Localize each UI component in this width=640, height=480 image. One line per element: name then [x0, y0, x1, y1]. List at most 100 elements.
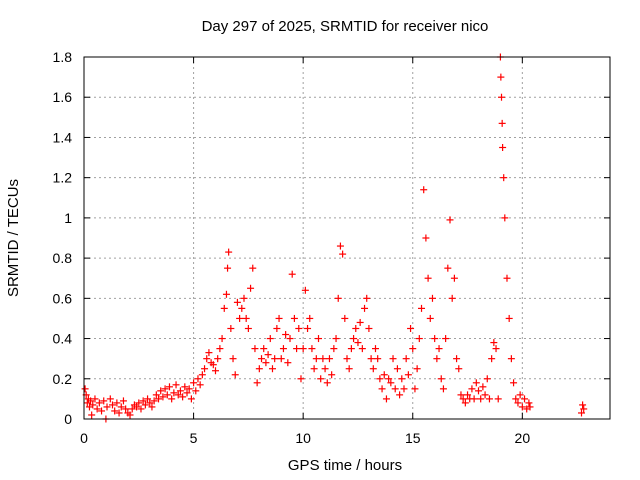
data-point [350, 335, 358, 343]
data-point [229, 355, 237, 363]
data-point [498, 93, 506, 101]
data-point [380, 371, 388, 379]
data-point [262, 359, 270, 367]
data-point [240, 294, 248, 302]
data-point [415, 335, 423, 343]
data-point [284, 359, 292, 367]
data-point [407, 325, 415, 332]
data-point [352, 325, 360, 332]
data-point [181, 383, 189, 391]
data-point [128, 405, 136, 413]
data-point [453, 355, 461, 363]
data-point [481, 391, 489, 399]
data-point [433, 355, 441, 363]
data-point [242, 314, 250, 322]
data-point [503, 274, 511, 282]
data-point [216, 345, 224, 353]
data-point [343, 355, 351, 363]
data-point [328, 371, 336, 379]
data-point [413, 365, 421, 373]
data-point [526, 403, 534, 411]
data-point [93, 405, 101, 413]
data-point [332, 335, 340, 343]
data-point [115, 409, 123, 417]
data-point [450, 274, 458, 282]
data-point [580, 405, 588, 413]
data-point [578, 409, 586, 417]
data-point [336, 242, 344, 250]
data-point [376, 375, 384, 383]
data-point [521, 395, 529, 403]
data-point [321, 365, 329, 373]
data-point [126, 411, 134, 419]
x-tick-label: 0 [80, 430, 88, 446]
data-point [455, 365, 463, 373]
data-point [148, 403, 156, 411]
data-point [435, 345, 443, 353]
data-point [400, 385, 408, 393]
data-point [95, 399, 103, 407]
data-point [505, 314, 513, 322]
data-point [194, 375, 202, 383]
data-point [144, 395, 152, 403]
data-point [470, 395, 478, 403]
data-point [222, 290, 230, 298]
data-point [203, 355, 211, 363]
data-point [253, 379, 261, 387]
data-point [579, 401, 587, 409]
data-point [442, 335, 450, 343]
data-point [293, 345, 301, 353]
data-point [201, 365, 209, 373]
data-point [174, 391, 182, 399]
data-point [233, 298, 241, 306]
data-point [514, 399, 522, 407]
y-tick-label: 0.2 [53, 371, 73, 387]
data-point [266, 335, 274, 343]
data-point [196, 381, 204, 389]
data-point [498, 119, 506, 127]
data-point [238, 304, 246, 312]
y-tick-label: 0.6 [53, 290, 73, 306]
data-point [459, 395, 467, 403]
data-point [424, 274, 432, 282]
data-point [310, 365, 318, 373]
data-point [187, 395, 195, 403]
data-point [146, 399, 154, 407]
data-point [363, 294, 371, 302]
data-point [227, 325, 235, 332]
data-point [192, 387, 200, 395]
data-point [264, 351, 272, 359]
data-point [91, 395, 99, 403]
data-point [365, 325, 373, 332]
data-point [378, 385, 386, 393]
data-point [518, 403, 526, 411]
data-point [391, 385, 399, 393]
data-point [290, 314, 298, 322]
data-point [402, 355, 410, 363]
data-point [159, 393, 167, 401]
data-point [157, 387, 165, 395]
data-point [273, 325, 281, 332]
data-point [431, 335, 439, 343]
data-point [117, 403, 125, 411]
data-point [111, 407, 119, 415]
data-point [89, 401, 97, 409]
data-point [512, 395, 520, 403]
data-point [165, 383, 173, 391]
data-point [282, 331, 290, 339]
data-point [367, 355, 375, 363]
data-point [507, 355, 515, 363]
data-point [488, 355, 496, 363]
data-point [393, 365, 401, 373]
data-point [225, 248, 233, 256]
data-point [428, 294, 436, 302]
data-point [260, 345, 268, 353]
x-tick-label: 15 [405, 430, 421, 446]
data-point [319, 355, 327, 363]
data-point [358, 345, 366, 353]
data-point [88, 411, 96, 419]
data-point [464, 391, 472, 399]
data-point [492, 345, 500, 353]
data-point [275, 314, 283, 322]
